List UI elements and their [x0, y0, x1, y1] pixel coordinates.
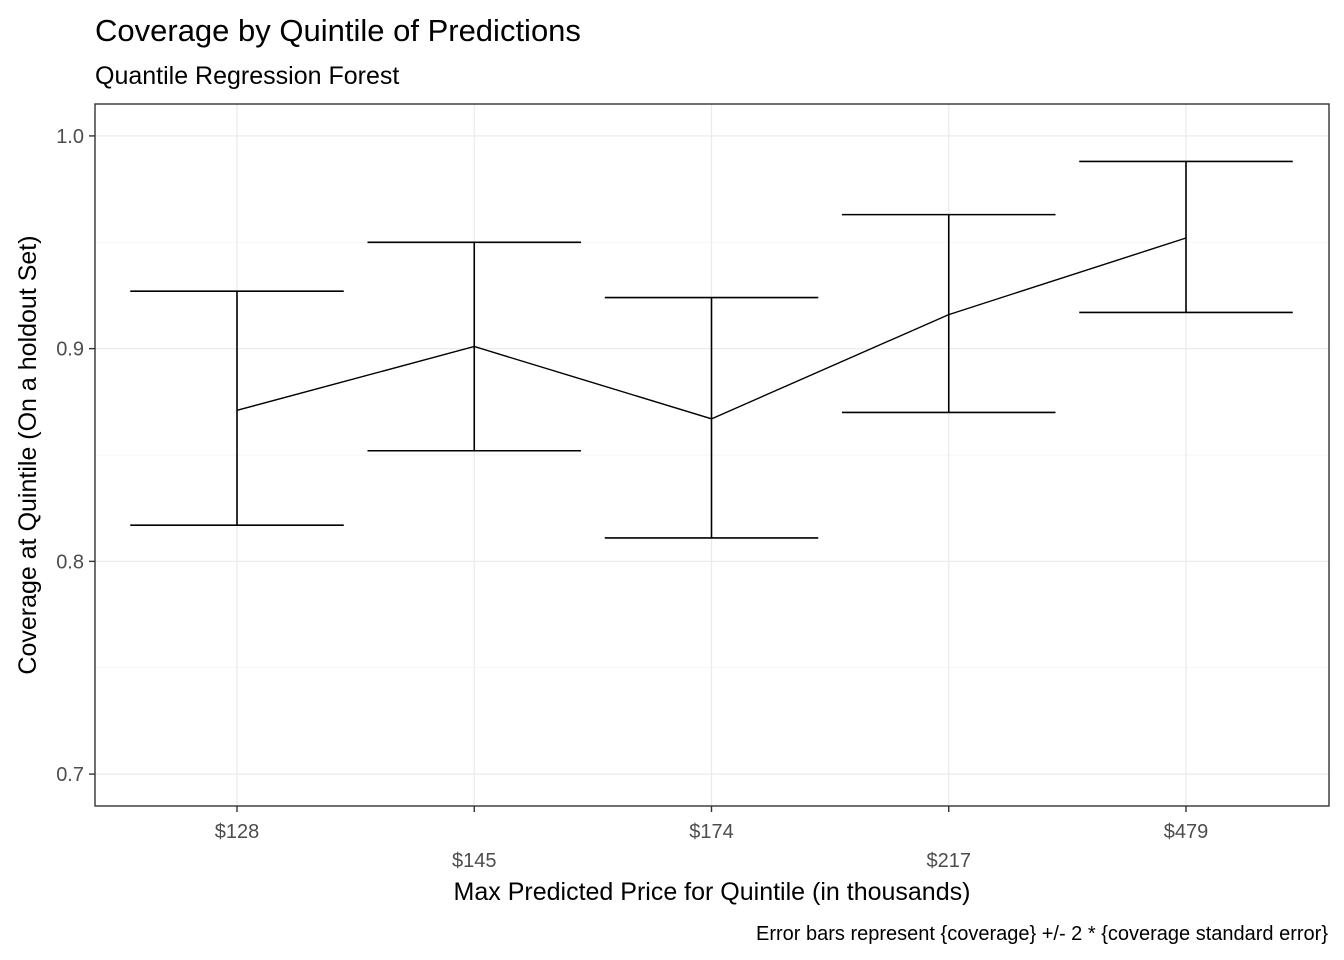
- y-tick-label: 0.9: [56, 339, 84, 361]
- y-tick-label: 1.0: [56, 126, 84, 148]
- y-axis-title: Coverage at Quintile (On a holdout Set): [14, 235, 42, 674]
- x-tick-label: $145: [452, 850, 497, 872]
- x-tick-label: $479: [1164, 821, 1209, 843]
- y-tick-label: 0.7: [56, 764, 84, 786]
- x-tick-label: $174: [689, 821, 734, 843]
- chart-caption: Error bars represent {coverage} +/- 2 * …: [756, 923, 1328, 945]
- y-tick-label: 0.8: [56, 551, 84, 573]
- x-axis-title: Max Predicted Price for Quintile (in tho…: [454, 878, 971, 906]
- chart-subtitle: Quantile Regression Forest: [95, 62, 399, 90]
- x-tick-label: $128: [215, 821, 260, 843]
- coverage-line: [236, 237, 1187, 420]
- chart-title: Coverage by Quintile of Predictions: [95, 13, 581, 48]
- plot-marks: [130, 160, 1293, 539]
- axes: 0.7 0.8 0.9 1.0 $128 $145 $174 $217 $479: [56, 126, 1208, 872]
- x-tick-label: $217: [927, 850, 972, 872]
